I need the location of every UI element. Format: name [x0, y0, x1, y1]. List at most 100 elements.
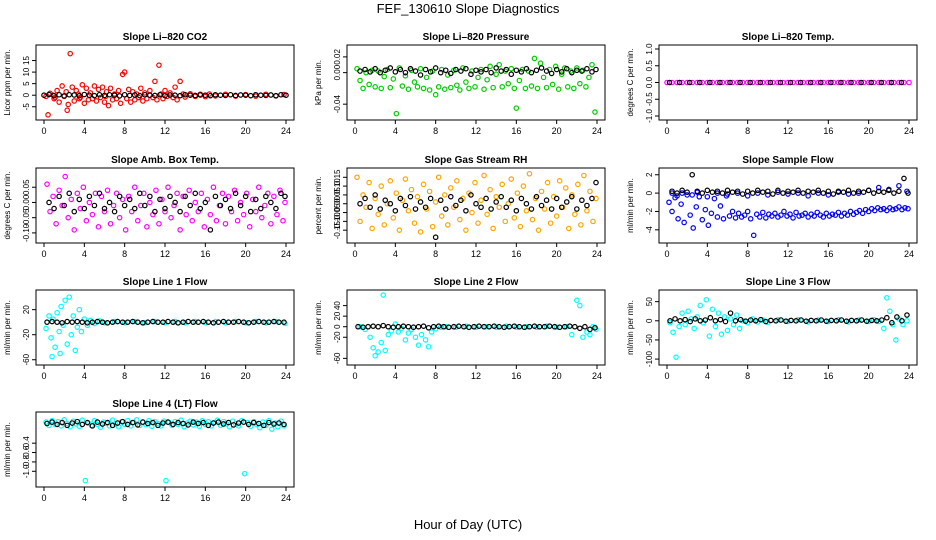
- data-point: [182, 193, 188, 200]
- data-point: [190, 422, 197, 428]
- data-point: [159, 196, 165, 203]
- data-point: [577, 302, 583, 309]
- data-point: [904, 317, 910, 324]
- plot-frame: [658, 289, 918, 366]
- data-point: [679, 187, 685, 194]
- data-point: [237, 202, 244, 209]
- data-point: [140, 419, 146, 425]
- data-point: [484, 211, 490, 218]
- y-axis-label: ml/min per min.: [3, 422, 12, 477]
- data-point: [51, 95, 57, 102]
- data-point: [835, 209, 842, 216]
- data-point: [727, 316, 734, 322]
- data-point: [736, 325, 743, 332]
- data-point: [896, 79, 902, 86]
- data-point: [380, 292, 387, 298]
- data-point: [863, 318, 870, 324]
- data-point: [261, 319, 267, 325]
- data-point: [134, 319, 141, 325]
- data-point: [795, 190, 801, 196]
- data-point: [732, 317, 739, 324]
- panel-slope-line-4-lt-flow: Slope Line 4 (LT) Flow ml/min per min. 0 4 8…: [3, 399, 295, 503]
- data-point: [813, 317, 820, 324]
- data-point: [447, 185, 454, 191]
- data-point: [74, 418, 81, 425]
- data-point: [113, 190, 120, 197]
- y-tick-label: -100: [645, 351, 654, 368]
- data-point: [667, 319, 673, 326]
- data-point: [162, 205, 168, 212]
- data-point: [523, 207, 530, 214]
- data-point: [370, 323, 376, 329]
- x-tick-label: 4: [82, 371, 87, 381]
- x-tick-label: 12: [160, 126, 170, 136]
- data-point: [684, 192, 690, 198]
- data-point: [805, 193, 811, 199]
- data-point: [81, 91, 88, 98]
- data-point: [205, 422, 212, 429]
- data-point: [808, 317, 814, 324]
- data-point: [493, 199, 499, 205]
- data-point: [196, 423, 203, 430]
- data-point: [547, 220, 554, 226]
- y-tick-label: 20: [333, 311, 342, 320]
- data-point: [61, 93, 67, 99]
- data-point: [475, 74, 481, 81]
- data-point: [587, 331, 593, 338]
- data-point: [432, 199, 439, 205]
- x-tick-label: 20: [241, 126, 251, 136]
- data-point: [501, 324, 508, 331]
- data-point: [558, 204, 565, 211]
- figure-title: FEF_130610 Slope Diagnostics: [376, 1, 560, 16]
- data-point: [44, 420, 50, 427]
- data-point: [830, 191, 837, 197]
- data-point: [101, 205, 108, 212]
- data-point: [59, 320, 65, 326]
- data-point: [712, 317, 719, 324]
- data-point: [124, 319, 131, 325]
- y-tick-label: -20: [22, 328, 31, 340]
- data-point: [207, 211, 214, 218]
- data-point: [124, 417, 131, 424]
- data-point: [397, 195, 404, 202]
- data-point: [473, 200, 479, 207]
- data-point: [734, 79, 741, 86]
- y-tick-label: -0.04: [333, 95, 342, 114]
- data-point: [531, 55, 538, 62]
- data-point: [718, 331, 725, 338]
- data-point: [742, 318, 749, 324]
- data-point: [884, 314, 890, 321]
- data-point: [717, 316, 724, 323]
- data-point: [463, 65, 469, 72]
- data-point: [534, 85, 541, 92]
- data-point: [838, 79, 844, 86]
- data-point: [180, 420, 186, 427]
- data-point: [81, 205, 88, 212]
- data-point: [372, 65, 378, 72]
- data-point: [362, 66, 368, 73]
- y-tick-label: 2: [645, 172, 654, 177]
- data-point: [466, 324, 472, 331]
- data-point: [727, 310, 734, 316]
- data-point: [382, 67, 389, 74]
- data-point: [795, 187, 801, 194]
- data-point: [553, 66, 560, 73]
- data-point: [423, 74, 430, 81]
- data-point: [245, 320, 252, 326]
- data-point: [56, 187, 62, 194]
- data-point: [674, 193, 680, 199]
- data-point: [116, 214, 123, 221]
- y-tick-label: -0.6: [22, 445, 31, 459]
- data-point: [154, 97, 160, 103]
- data-point: [815, 79, 822, 86]
- data-point: [587, 188, 593, 195]
- data-point: [543, 68, 550, 74]
- data-point: [147, 87, 153, 94]
- data-point: [375, 323, 381, 330]
- data-point: [472, 84, 478, 90]
- data-point: [157, 91, 163, 98]
- x-tick-label: 24: [281, 249, 291, 259]
- data-point: [697, 317, 704, 324]
- data-point: [147, 92, 153, 99]
- data-point: [242, 92, 249, 99]
